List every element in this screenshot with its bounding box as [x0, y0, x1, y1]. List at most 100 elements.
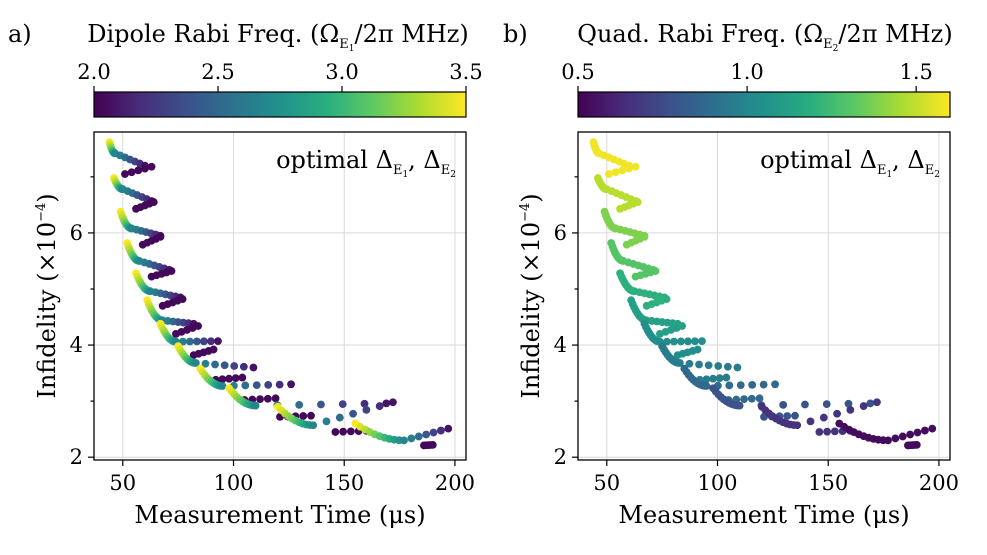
panel-label-b: b): [503, 20, 528, 48]
panel-b: b) Quad. Rabi Freq. (ΩE2/2π MHz) 0.5 1.0 1…: [503, 20, 959, 529]
colorbar-title-b-subsub: 2: [833, 44, 839, 54]
data-point: [748, 380, 757, 389]
data-point: [928, 424, 937, 433]
y-tick-label: 6: [554, 221, 567, 245]
x-tick-label: 150: [324, 471, 364, 495]
data-point: [428, 440, 437, 449]
data-point: [360, 399, 369, 408]
data-point: [693, 345, 702, 354]
data-point: [322, 417, 331, 426]
colorbar-title-a-end: /2π MHz): [355, 20, 469, 48]
colorbar-title-a-sub: E: [339, 37, 349, 52]
annotation-b-sub1: E: [877, 163, 887, 178]
panel-a: a) Dipole Rabi Freq. (ΩE1/2π MHz) 2.0 2.5…: [8, 20, 483, 529]
data-point: [891, 434, 900, 443]
y-axis-label-a-close: ): [33, 193, 61, 202]
data-point: [252, 381, 261, 390]
data-point: [200, 337, 208, 346]
data-point: [884, 436, 892, 445]
data-point: [317, 400, 325, 409]
data-point: [275, 380, 284, 389]
data-point: [725, 381, 734, 390]
data-point: [791, 411, 799, 420]
data-point: [156, 232, 165, 241]
annotation-b-sub2b: 2: [934, 170, 940, 180]
data-point: [801, 400, 809, 409]
data-point: [921, 426, 929, 435]
data-point: [194, 322, 202, 330]
data-point: [873, 398, 881, 407]
x-tick-label: 100: [697, 471, 737, 495]
data-point: [670, 337, 678, 346]
data-point: [295, 400, 304, 409]
data-point: [678, 322, 686, 330]
data-point: [906, 430, 915, 439]
data-point: [833, 409, 841, 418]
colorbar-title-b-sub: E: [823, 37, 833, 52]
annotation-b: optimal ΔE1, ΔE2: [760, 146, 940, 180]
data-point: [830, 427, 839, 436]
data-point: [677, 337, 685, 346]
y-axis-label-a: Infidelity (×10−4): [33, 193, 61, 398]
annotation-b-main: optimal Δ: [760, 146, 877, 174]
data-point: [793, 421, 802, 430]
data-point: [239, 362, 248, 371]
annotation-a-sub1: E: [393, 163, 403, 178]
x-tick-label: 150: [808, 471, 848, 495]
data-point: [389, 398, 397, 407]
data-point: [263, 394, 272, 403]
x-axis-label-b: Measurement Time (μs): [618, 501, 909, 529]
data-point: [651, 267, 660, 275]
data-point: [723, 362, 732, 371]
y-tick-label: 4: [70, 333, 83, 357]
data-point: [382, 399, 391, 408]
colorbar-title-a-subsub: 1: [349, 44, 355, 54]
annotation-a-sub2: E: [441, 163, 451, 178]
data-point: [631, 162, 640, 171]
x-tick-label: 100: [213, 471, 253, 495]
data-point: [684, 337, 692, 346]
data-point: [846, 406, 855, 414]
colorbar-tick-label: 3.5: [449, 60, 482, 84]
x-tick-label: 50: [593, 471, 620, 495]
data-point: [913, 428, 922, 437]
annotation-b-sep: , Δ: [892, 146, 925, 174]
y-axis-label-b-text: Infidelity: [517, 289, 545, 399]
data-point: [444, 424, 453, 433]
y-tick-label: 6: [70, 221, 83, 245]
data-point: [211, 360, 219, 369]
data-point: [633, 198, 642, 206]
data-point: [147, 162, 156, 171]
data-point: [815, 428, 824, 436]
data-point: [230, 362, 239, 370]
data-point: [691, 337, 699, 346]
data-point: [429, 428, 438, 437]
data-point: [249, 363, 258, 372]
plot-frame-b: [577, 131, 951, 461]
data-point: [178, 295, 187, 303]
data-point: [733, 363, 742, 372]
data-point: [127, 168, 136, 177]
y-axis-label-b-close: ): [517, 193, 545, 202]
data-point: [704, 361, 713, 370]
panel-label-a: a): [8, 20, 32, 48]
data-point: [912, 440, 921, 449]
data-point: [779, 400, 788, 409]
data-point: [225, 374, 233, 383]
data-point: [414, 432, 423, 441]
data-point: [771, 380, 779, 389]
data-point: [759, 380, 768, 389]
data-point: [695, 360, 703, 369]
colorbar-ticks-a: 2.0 2.5 3.0 3.5: [77, 60, 483, 92]
y-axis-label-b: Infidelity (×10−4): [517, 193, 545, 398]
data-point: [335, 413, 344, 422]
data-point: [309, 421, 318, 430]
colorbar-title-b-main: Quad. Rabi Freq. (Ω: [577, 20, 823, 48]
y-tick-label: 2: [70, 445, 83, 469]
data-point: [149, 198, 158, 206]
data-point: [702, 382, 711, 390]
data-point: [218, 382, 227, 390]
data-point: [299, 412, 308, 420]
data-point: [618, 166, 627, 175]
